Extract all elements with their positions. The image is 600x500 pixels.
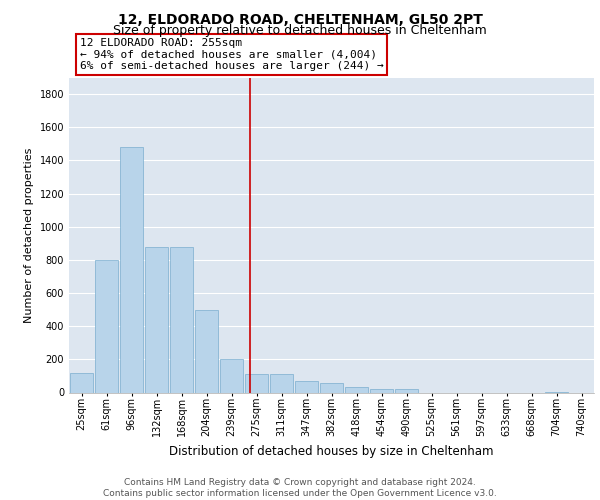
Bar <box>320 383 343 392</box>
Bar <box>245 374 268 392</box>
Bar <box>145 248 168 392</box>
Text: 12, ELDORADO ROAD, CHELTENHAM, GL50 2PT: 12, ELDORADO ROAD, CHELTENHAM, GL50 2PT <box>118 12 482 26</box>
Bar <box>120 147 143 392</box>
X-axis label: Distribution of detached houses by size in Cheltenham: Distribution of detached houses by size … <box>169 444 494 458</box>
Bar <box>270 374 293 392</box>
Bar <box>345 387 368 392</box>
Bar <box>170 248 193 392</box>
Bar <box>220 358 243 392</box>
Text: Size of property relative to detached houses in Cheltenham: Size of property relative to detached ho… <box>113 24 487 37</box>
Bar <box>195 310 218 392</box>
Bar <box>395 389 418 392</box>
Bar <box>295 381 318 392</box>
Bar <box>95 260 118 392</box>
Bar <box>70 372 93 392</box>
Bar <box>370 388 393 392</box>
Text: Contains HM Land Registry data © Crown copyright and database right 2024.
Contai: Contains HM Land Registry data © Crown c… <box>103 478 497 498</box>
Text: 12 ELDORADO ROAD: 255sqm
← 94% of detached houses are smaller (4,004)
6% of semi: 12 ELDORADO ROAD: 255sqm ← 94% of detach… <box>79 38 383 71</box>
Y-axis label: Number of detached properties: Number of detached properties <box>24 148 34 322</box>
